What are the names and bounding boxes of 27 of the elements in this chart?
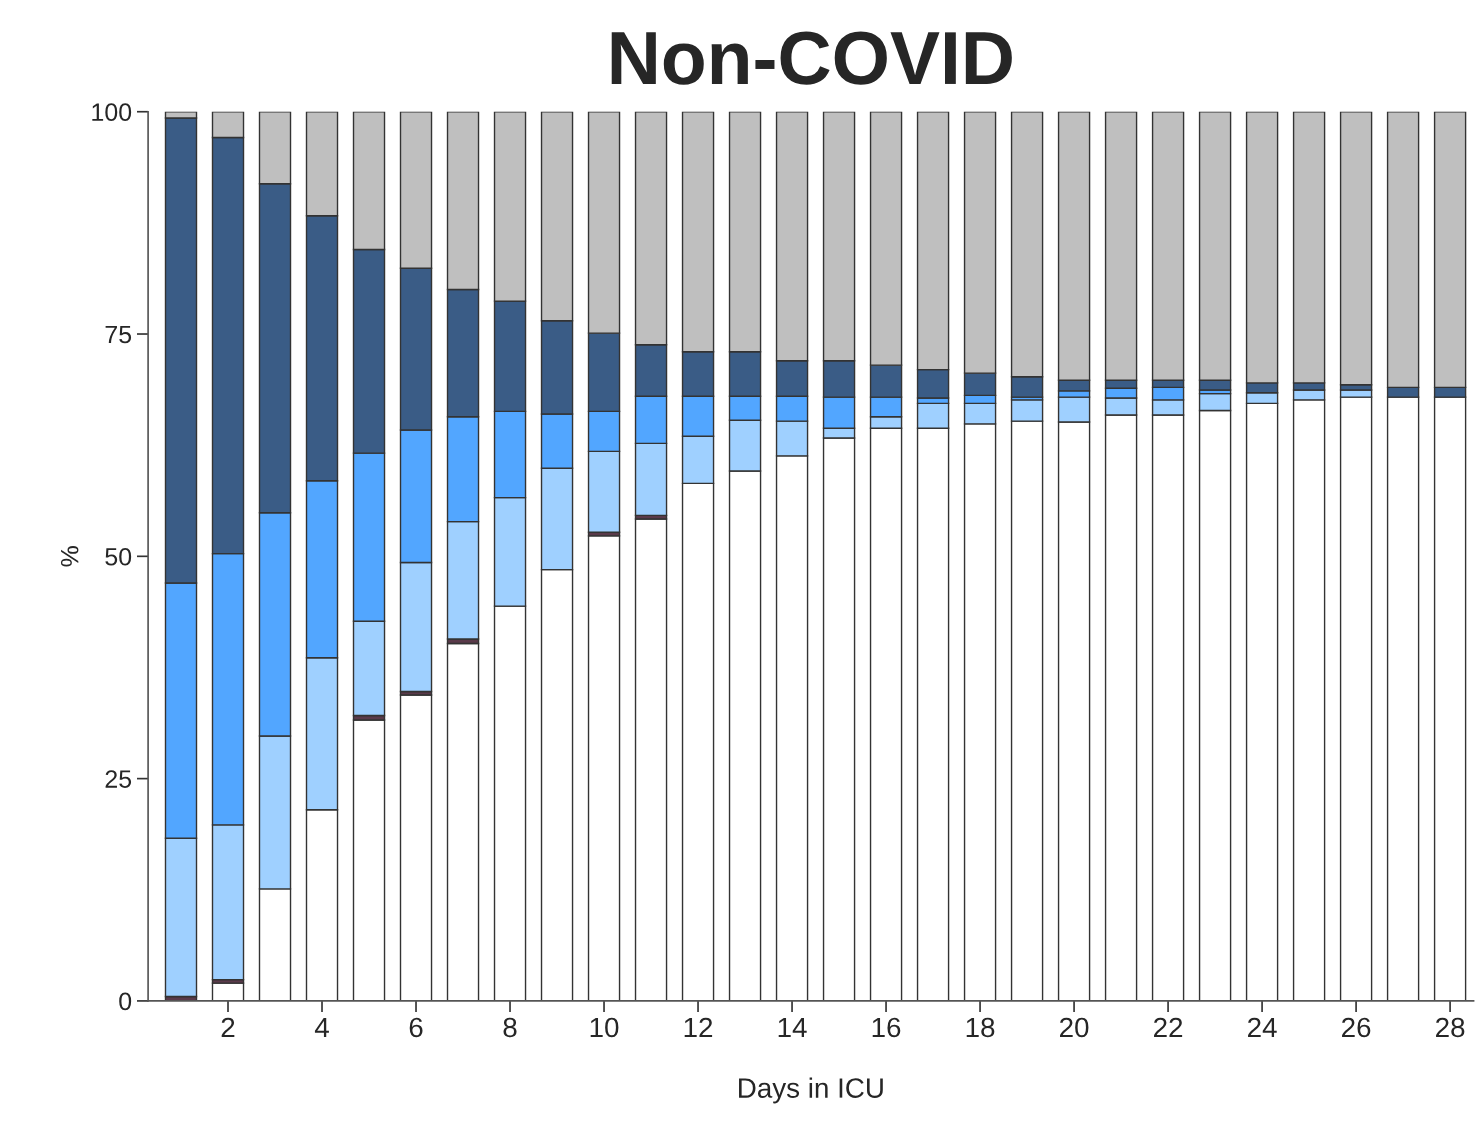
x-tick-label: 20 — [1060, 1017, 1089, 1038]
bar — [446, 642, 480, 1001]
y-axis-title: % — [60, 546, 79, 567]
y-tick-label: 100 — [92, 103, 132, 122]
x-tick-label: 26 — [1342, 1017, 1371, 1038]
y-tick-label: 25 — [105, 770, 132, 788]
x-tick-label: 24 — [1248, 1017, 1277, 1038]
x-tick-label: 12 — [684, 1017, 713, 1038]
x-tick-label: 22 — [1154, 1017, 1183, 1038]
y-tick-label: 75 — [105, 325, 132, 344]
y-tick-label: 0 — [119, 992, 132, 1011]
x-tick-label: 6 — [409, 1017, 423, 1038]
x-tick-label: 28 — [1436, 1017, 1465, 1038]
x-tick-label: 8 — [503, 1017, 517, 1038]
x-tick-label: 14 — [778, 1017, 807, 1038]
x-tick-label: 10 — [590, 1017, 619, 1038]
bar — [634, 518, 668, 1001]
y-tick-label: 50 — [105, 547, 132, 566]
bar — [352, 719, 386, 1001]
bar — [587, 535, 621, 1001]
chart-title: Non-COVID — [611, 31, 1012, 85]
x-tick-label: 2 — [221, 1017, 235, 1038]
x-tick-label: 16 — [872, 1017, 901, 1038]
x-axis-title: Days in ICU — [739, 1077, 883, 1104]
x-tick-label: 4 — [314, 1017, 329, 1038]
x-tick-label: 18 — [966, 1017, 995, 1038]
bar — [399, 694, 433, 1001]
